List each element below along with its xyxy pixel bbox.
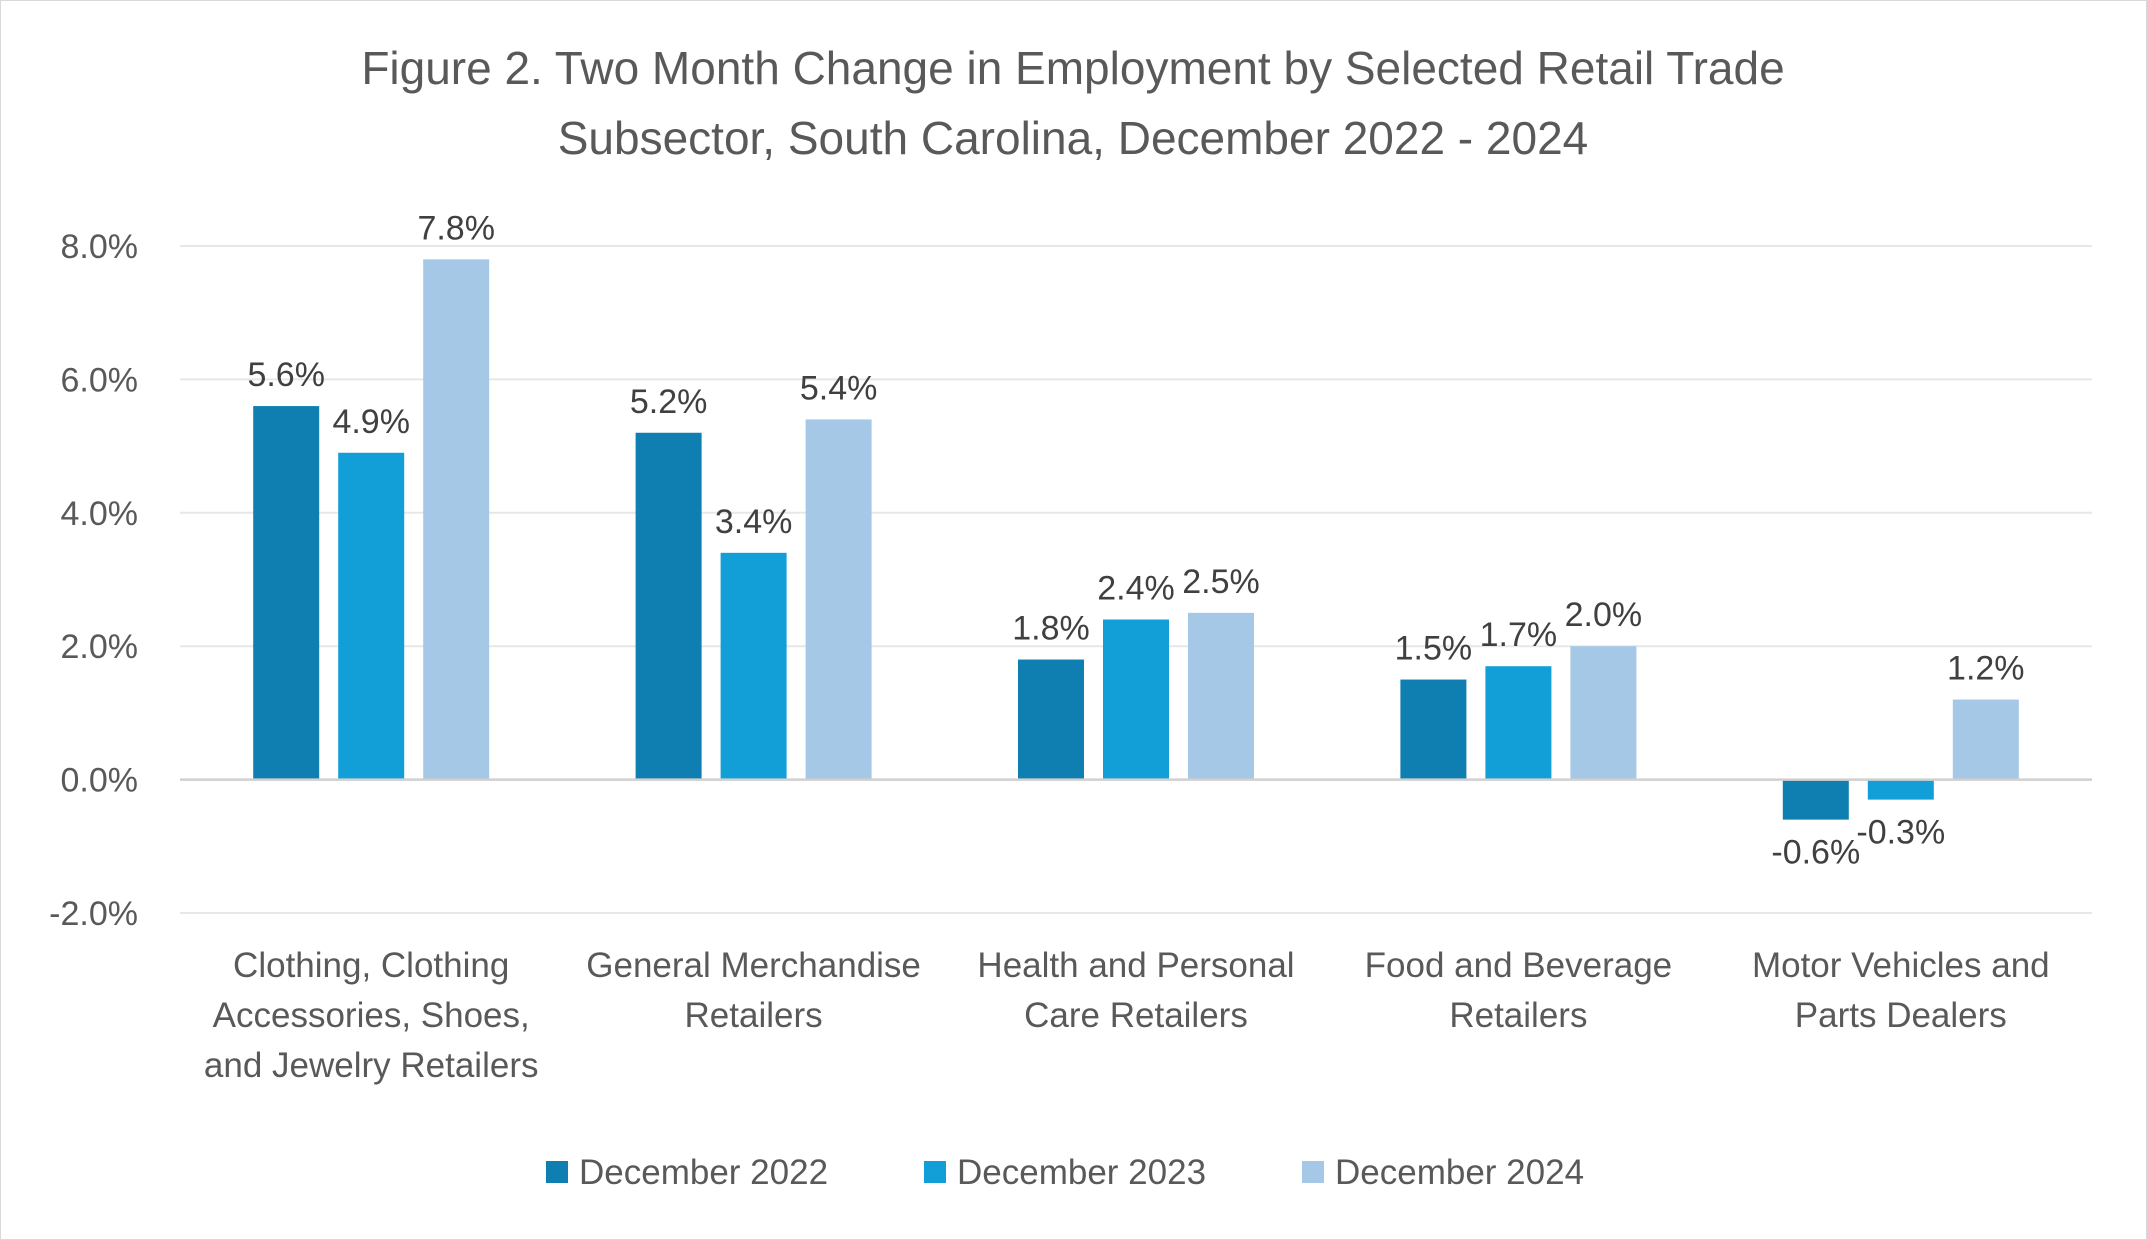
y-axis-tick-labels: -2.0% 0.0% 2.0% 4.0% 6.0% 8.0% — [49, 228, 138, 933]
data-labels: 5.6% 5.2% 1.8% 1.5% -0.6% 4.9% 3.4% 2.4% 1.7% -0.… — [247, 209, 2024, 871]
bars — [253, 259, 2019, 820]
category-label: Retailers — [685, 996, 823, 1035]
data-label: 1.5% — [1395, 630, 1473, 668]
data-label: 2.5% — [1182, 563, 1260, 601]
data-label: 2.4% — [1097, 570, 1175, 608]
category-label: Motor Vehicles and — [1752, 946, 2050, 985]
category-label: and Jewelry Retailers — [204, 1046, 539, 1085]
category-label: Clothing, Clothing — [233, 946, 509, 985]
data-label: 3.4% — [715, 503, 793, 541]
legend: December 2022 December 2023 December 2024 — [546, 1153, 1584, 1192]
category-label: Retailers — [1449, 996, 1587, 1035]
bar — [1952, 699, 2019, 780]
category-label: General Merchandise — [586, 946, 921, 985]
category-label: Food and Beverage — [1365, 946, 1672, 985]
data-label: 5.2% — [630, 383, 708, 421]
data-label: -0.6% — [1771, 834, 1860, 872]
chart-title-line: Figure 2. Two Month Change in Employment… — [361, 42, 1784, 94]
legend-label: December 2022 — [579, 1153, 828, 1192]
category-label: Accessories, Shoes, — [213, 996, 530, 1035]
category-label: Health and Personal — [977, 946, 1294, 985]
data-label: 4.9% — [332, 403, 410, 441]
legend-swatch — [924, 1161, 946, 1183]
y-tick-label: 0.0% — [61, 762, 139, 800]
data-label: 2.0% — [1565, 596, 1643, 634]
data-label: 5.6% — [247, 356, 325, 394]
bar — [720, 552, 787, 780]
bar — [253, 406, 320, 780]
category-label: Care Retailers — [1024, 996, 1248, 1035]
y-tick-label: -2.0% — [49, 895, 138, 933]
x-axis-category-labels: Clothing, Clothing Accessories, Shoes, and… — [204, 946, 2050, 1085]
bar — [1018, 659, 1084, 780]
bar — [1485, 666, 1552, 780]
legend-label: December 2023 — [957, 1153, 1206, 1192]
bar — [805, 419, 872, 780]
data-label: 1.7% — [1480, 616, 1558, 654]
bar — [1400, 679, 1467, 780]
legend-swatch — [546, 1161, 568, 1183]
y-tick-label: 8.0% — [61, 228, 139, 266]
bar — [1570, 646, 1637, 780]
bar — [1188, 612, 1254, 780]
data-label: 5.4% — [800, 369, 878, 407]
data-label: -0.3% — [1856, 814, 1945, 852]
bar — [423, 259, 490, 780]
data-label: 1.8% — [1012, 610, 1090, 648]
bar — [635, 432, 702, 780]
legend-swatch — [1302, 1161, 1324, 1183]
bar — [338, 452, 405, 780]
data-label: 1.2% — [1947, 650, 2025, 688]
data-label: 7.8% — [417, 209, 495, 247]
category-label: Parts Dealers — [1795, 996, 2007, 1035]
bar — [1103, 619, 1169, 780]
y-tick-label: 6.0% — [61, 361, 139, 399]
chart-title-line: Subsector, South Carolina, December 2022… — [558, 112, 1589, 164]
legend-label: December 2024 — [1335, 1153, 1584, 1192]
y-tick-label: 4.0% — [61, 495, 139, 533]
y-tick-label: 2.0% — [61, 628, 139, 666]
bar — [1867, 779, 1934, 800]
chart-title: Figure 2. Two Month Change in Employment… — [361, 42, 1784, 164]
bar — [1782, 779, 1849, 820]
